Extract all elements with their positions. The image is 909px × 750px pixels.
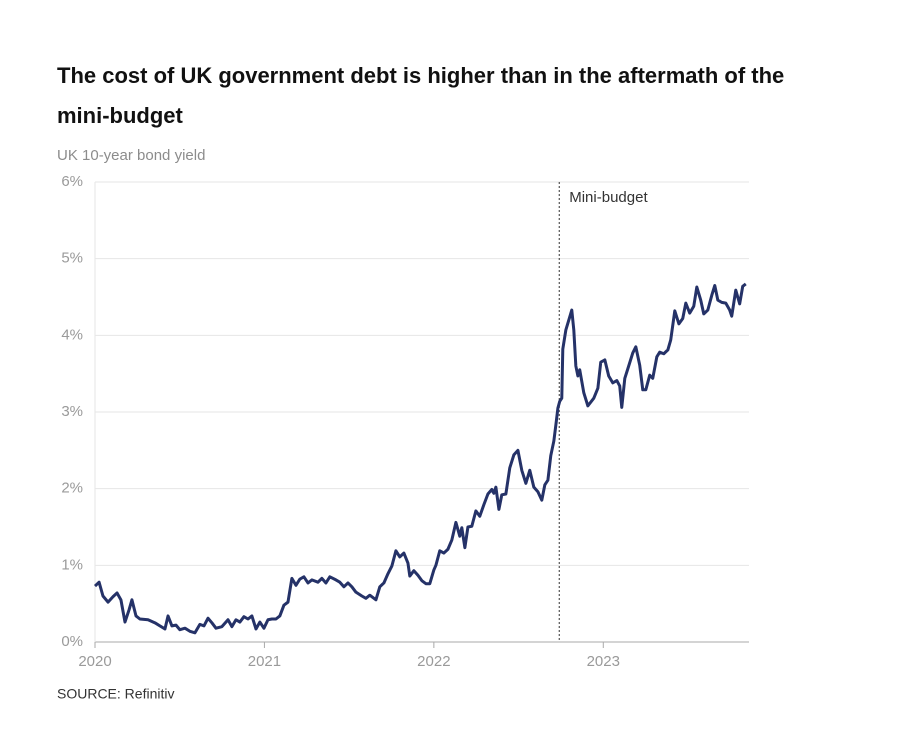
axis-label: UK 10-year bond yield: [57, 147, 205, 164]
y-tick-label: 2%: [61, 480, 83, 497]
source: SOURCE: Refinitiv: [57, 686, 174, 702]
x-tick-label: 2020: [78, 653, 111, 670]
x-tick-label: 2022: [417, 653, 450, 670]
y-tick-label: 0%: [61, 633, 83, 650]
y-tick-label: 1%: [61, 556, 83, 573]
line-series: [93, 282, 747, 635]
chart-title: The cost of UK government debt is higher…: [57, 63, 785, 128]
y-tick-label: 4%: [61, 326, 83, 343]
y-tick-label: 3%: [61, 403, 83, 420]
y-tick-label: 6%: [61, 173, 83, 190]
annotation-label: Mini-budget: [569, 189, 648, 206]
x-tick-label: 2021: [248, 653, 281, 670]
x-tick-label: 2023: [587, 653, 620, 670]
y-tick-label: 5%: [61, 250, 83, 267]
